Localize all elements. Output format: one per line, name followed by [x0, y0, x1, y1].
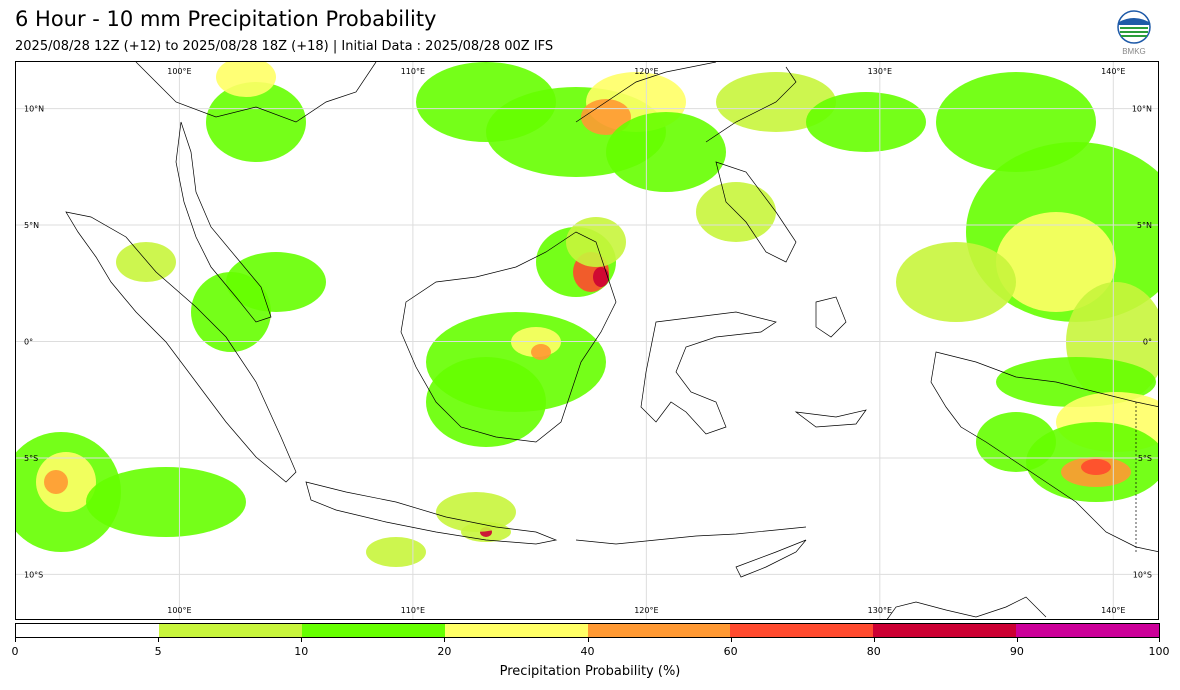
lat-tick-label-left: 5°N: [24, 221, 39, 230]
precip-area: [366, 537, 426, 567]
precip-area: [216, 62, 276, 97]
precip-area: [116, 242, 176, 282]
axis-ticks: 100°E 100°E 110°E 110°E 120°E 120°E 130°E 130°E…: [24, 67, 1152, 615]
australia-coast: [886, 596, 1047, 619]
philippines-coast: [575, 62, 797, 263]
colorbar-tick-label: 100: [1148, 645, 1170, 658]
maluku-coast: [794, 296, 867, 428]
precip-area: [426, 357, 546, 447]
colorbar-tick-mark: [873, 638, 875, 642]
page-subtitle: 2025/08/28 12Z (+12) to 2025/08/28 18Z (…: [15, 39, 554, 54]
colorbar-segment: [301, 624, 445, 637]
colorbar-segment: [587, 624, 731, 637]
graticule: [16, 62, 1158, 619]
lon-tick-label-bottom: 130°E: [868, 606, 892, 615]
precipitation-map: 100°E 100°E 110°E 110°E 120°E 120°E 130°E 130°E…: [15, 61, 1159, 620]
colorbar-tick-label: 0: [11, 645, 19, 658]
colorbar-tick-mark: [587, 638, 589, 642]
precip-area: [1081, 459, 1111, 475]
colorbar-tick-label: 10: [294, 645, 309, 658]
colorbar-tick-mark: [1159, 638, 1160, 642]
coastlines: [65, 62, 1158, 619]
lat-tick-label-right: 0°: [1143, 338, 1152, 347]
lat-tick-label-right: 5°N: [1137, 221, 1152, 230]
colorbar-tick-label: 20: [437, 645, 452, 658]
lat-tick-label-left: 0°: [24, 338, 33, 347]
colorbar-tick-mark: [301, 638, 303, 642]
precip-area: [593, 267, 609, 287]
colorbar-tick-label: 90: [1009, 645, 1024, 658]
colorbar-tick-mark: [730, 638, 732, 642]
precip-area: [531, 344, 551, 360]
logo-text: BMKG: [1122, 47, 1146, 56]
lat-tick-label-left: 10°N: [24, 105, 44, 114]
precip-area: [44, 470, 68, 494]
lon-tick-label-bottom: 120°E: [634, 606, 658, 615]
malay-peninsula-coast: [175, 121, 272, 323]
colorbar-label: Precipitation Probability (%): [499, 664, 681, 679]
colorbar-segment: [730, 624, 874, 637]
colorbar: [15, 623, 1160, 638]
lat-tick-label-right: 10°S: [1133, 570, 1152, 579]
lon-tick-label-top: 100°E: [167, 67, 191, 76]
precip-area: [86, 467, 246, 537]
lon-tick-label-bottom: 110°E: [401, 606, 425, 615]
lat-tick-label-left: 10°S: [24, 570, 43, 579]
borneo-coast: [400, 231, 617, 443]
sulawesi-coast: [640, 311, 777, 435]
colorbar-segment: [16, 624, 159, 637]
new-guinea-coast: [930, 351, 1158, 552]
indochina-coast: [135, 62, 377, 123]
colorbar-tick-mark: [444, 638, 446, 642]
precip-area: [976, 412, 1056, 472]
colorbar-segment: [873, 624, 1017, 637]
lat-tick-label-right: 10°N: [1132, 105, 1152, 114]
lon-tick-label-bottom: 100°E: [167, 606, 191, 615]
colorbar-tick-mark: [158, 638, 160, 642]
colorbar-tick-label: 5: [154, 645, 162, 658]
precipitation-layer: [16, 62, 1158, 567]
sumatra-coast: [65, 211, 297, 483]
precip-area: [896, 242, 1016, 322]
lat-tick-label-left: 5°S: [24, 454, 38, 463]
precip-area: [606, 112, 726, 192]
colorbar-segment: [158, 624, 302, 637]
precip-area: [436, 492, 516, 532]
colorbar-ticks: 0 5 10 20 40 60 80 90 100: [11, 638, 1170, 658]
lon-tick-label-top: 140°E: [1101, 67, 1125, 76]
bmkg-logo: BMKG: [1114, 10, 1154, 56]
colorbar-tick-label: 40: [580, 645, 595, 658]
colorbar-tick-mark: [1016, 638, 1018, 642]
java-coast: [305, 481, 558, 545]
colorbar-segment: [1016, 624, 1159, 637]
precip-area: [996, 212, 1116, 312]
colorbar-tick-label: 60: [723, 645, 738, 658]
lesser-sunda-coast: [575, 526, 807, 545]
map-canvas: 100°E 100°E 110°E 110°E 120°E 120°E 130°E 130°E…: [16, 62, 1158, 619]
precip-area: [581, 99, 631, 135]
lon-tick-label-top: 110°E: [401, 67, 425, 76]
colorbar-tick-mark: [15, 638, 16, 642]
lon-tick-label-top: 130°E: [868, 67, 892, 76]
lon-tick-label-bottom: 140°E: [1101, 606, 1125, 615]
page-title: 6 Hour - 10 mm Precipitation Probability: [15, 7, 437, 31]
precip-area: [806, 92, 926, 152]
lon-tick-label-top: 120°E: [634, 67, 658, 76]
precip-area: [191, 272, 271, 352]
precip-area: [206, 82, 306, 162]
colorbar-tick-label: 80: [866, 645, 881, 658]
lat-tick-label-right: 5°S: [1138, 454, 1152, 463]
colorbar-segment: [444, 624, 588, 637]
timor-coast: [735, 539, 807, 578]
